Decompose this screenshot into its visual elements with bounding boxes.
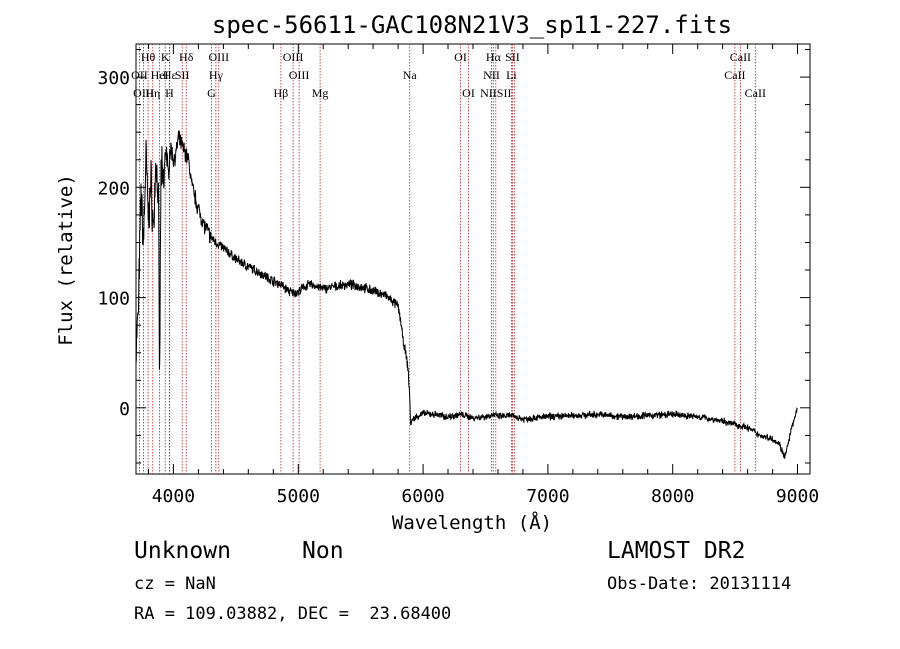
line-label: CaII xyxy=(745,86,766,100)
line-label: Hδ xyxy=(179,50,194,64)
line-label: Na xyxy=(403,68,418,82)
y-tick-label: 0 xyxy=(119,399,130,420)
y-axis: 0 100 200 300 xyxy=(97,49,810,464)
line-label: Hη xyxy=(145,86,160,100)
line-label: Hε xyxy=(163,68,177,82)
y-axis-label: Flux (relative) xyxy=(55,174,77,346)
line-label: SII xyxy=(175,68,190,82)
line-label: NIISII xyxy=(480,86,511,100)
line-label: OIII xyxy=(133,86,154,100)
line-label: H xyxy=(165,86,174,100)
line-label: Hβ xyxy=(274,86,289,100)
line-label: Hγ xyxy=(209,68,224,82)
class-label: Unknown xyxy=(134,538,231,564)
line-label: Hθ xyxy=(141,50,156,64)
line-label: G xyxy=(207,86,216,100)
subclass-label: Non xyxy=(302,538,344,564)
survey-label: LAMOST DR2 xyxy=(607,538,746,564)
x-axis-label: Wavelength (Å) xyxy=(392,511,552,534)
line-label: NII xyxy=(483,68,500,82)
line-label: OIII xyxy=(289,68,310,82)
radec-label: RA = 109.03882, DEC = 23.68400 xyxy=(134,604,452,624)
chart-title: spec-56611-GAC108N21V3_sp11-227.fits xyxy=(212,11,732,39)
y-tick-label: 300 xyxy=(97,68,130,89)
y-tick-label: 100 xyxy=(97,289,130,310)
x-tick-label: 7000 xyxy=(526,486,569,507)
y-tick-label: 200 xyxy=(97,178,130,199)
x-tick-label: 6000 xyxy=(401,486,444,507)
spectrum-series-line xyxy=(135,130,798,459)
x-tick-label: 9000 xyxy=(776,486,819,507)
obsdate-label: Obs-Date: 20131114 xyxy=(607,574,792,594)
line-label: CaII xyxy=(730,50,751,64)
line-label: OII xyxy=(131,68,148,82)
line-label: K xyxy=(161,50,170,64)
emission-lines-layer xyxy=(138,44,756,474)
cz-label: cz = NaN xyxy=(134,574,216,594)
line-label: CaII xyxy=(724,68,745,82)
line-label: SII xyxy=(505,50,520,64)
line-label: OI xyxy=(462,86,475,100)
x-tick-label: 4000 xyxy=(152,486,195,507)
line-label: Li xyxy=(506,68,517,82)
line-label: Hα xyxy=(486,50,502,64)
line-label: OI xyxy=(454,50,467,64)
line-label: OIII xyxy=(208,50,229,64)
x-axis: 4000 5000 6000 7000 8000 9000 xyxy=(148,44,819,507)
line-label: HeI xyxy=(151,68,169,82)
x-tick-label: 5000 xyxy=(277,486,320,507)
line-label: OIII xyxy=(283,50,304,64)
line-label: Mg xyxy=(312,86,329,100)
x-tick-label: 8000 xyxy=(651,486,694,507)
